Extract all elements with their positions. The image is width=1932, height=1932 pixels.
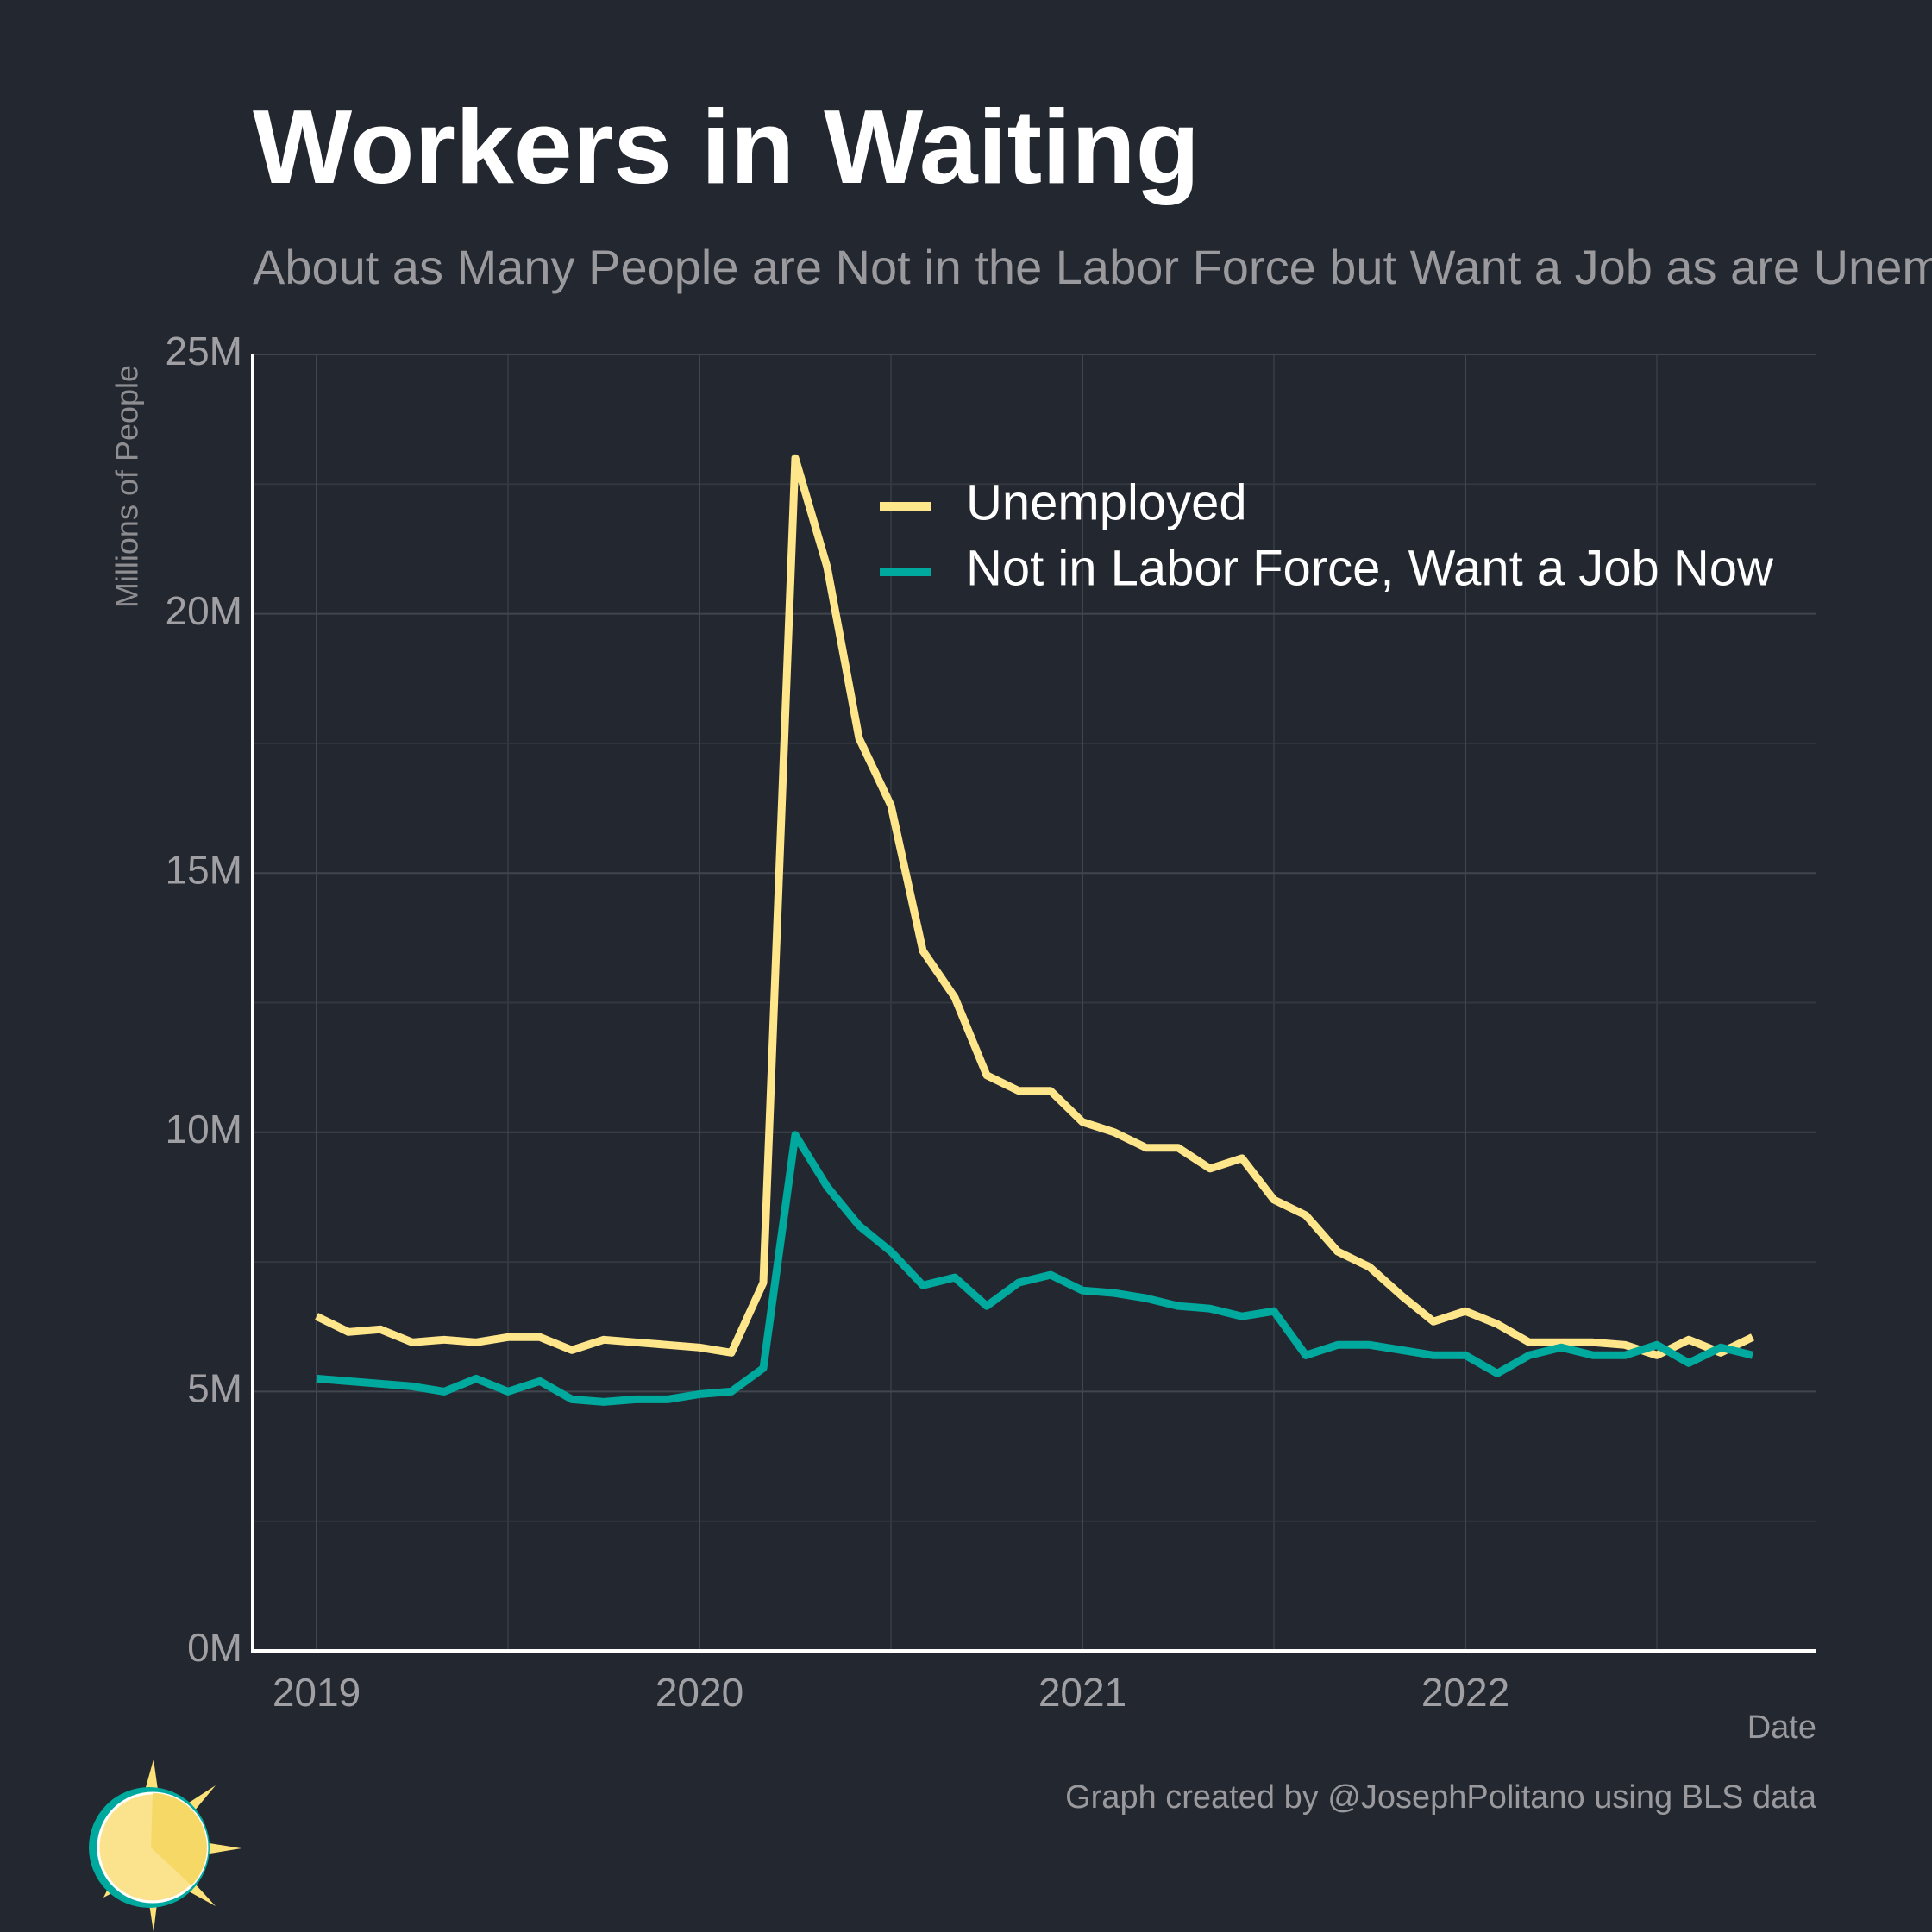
- y-tick-label: 25M: [166, 329, 242, 373]
- line-series: [315, 454, 1754, 1359]
- line-series: [316, 1131, 1754, 1406]
- chart-title: Workers in Waiting: [253, 88, 1200, 205]
- chart-subtitle: About as Many People are Not in the Labo…: [253, 240, 1932, 294]
- y-tick-label: 5M: [187, 1366, 242, 1411]
- y-tick-label: 20M: [166, 588, 242, 633]
- legend-label: Unemployed: [966, 474, 1247, 530]
- caption: Graph created by @JosephPolitano using B…: [1065, 1779, 1817, 1816]
- y-axis-label: Millions of People: [110, 365, 145, 608]
- logo: [89, 1760, 242, 1932]
- y-tick-label: 0M: [187, 1625, 242, 1670]
- y-tick-label: 10M: [166, 1107, 242, 1151]
- x-axis-label: Date: [1747, 1709, 1816, 1746]
- x-tick-label: 2019: [273, 1670, 361, 1715]
- x-tick-label: 2021: [1038, 1670, 1126, 1715]
- x-tick-label: 2022: [1421, 1670, 1509, 1715]
- legend-label: Not in Labor Force, Want a Job Now: [966, 540, 1774, 596]
- y-tick-label: 15M: [166, 847, 242, 892]
- x-tick-label: 2020: [656, 1670, 743, 1715]
